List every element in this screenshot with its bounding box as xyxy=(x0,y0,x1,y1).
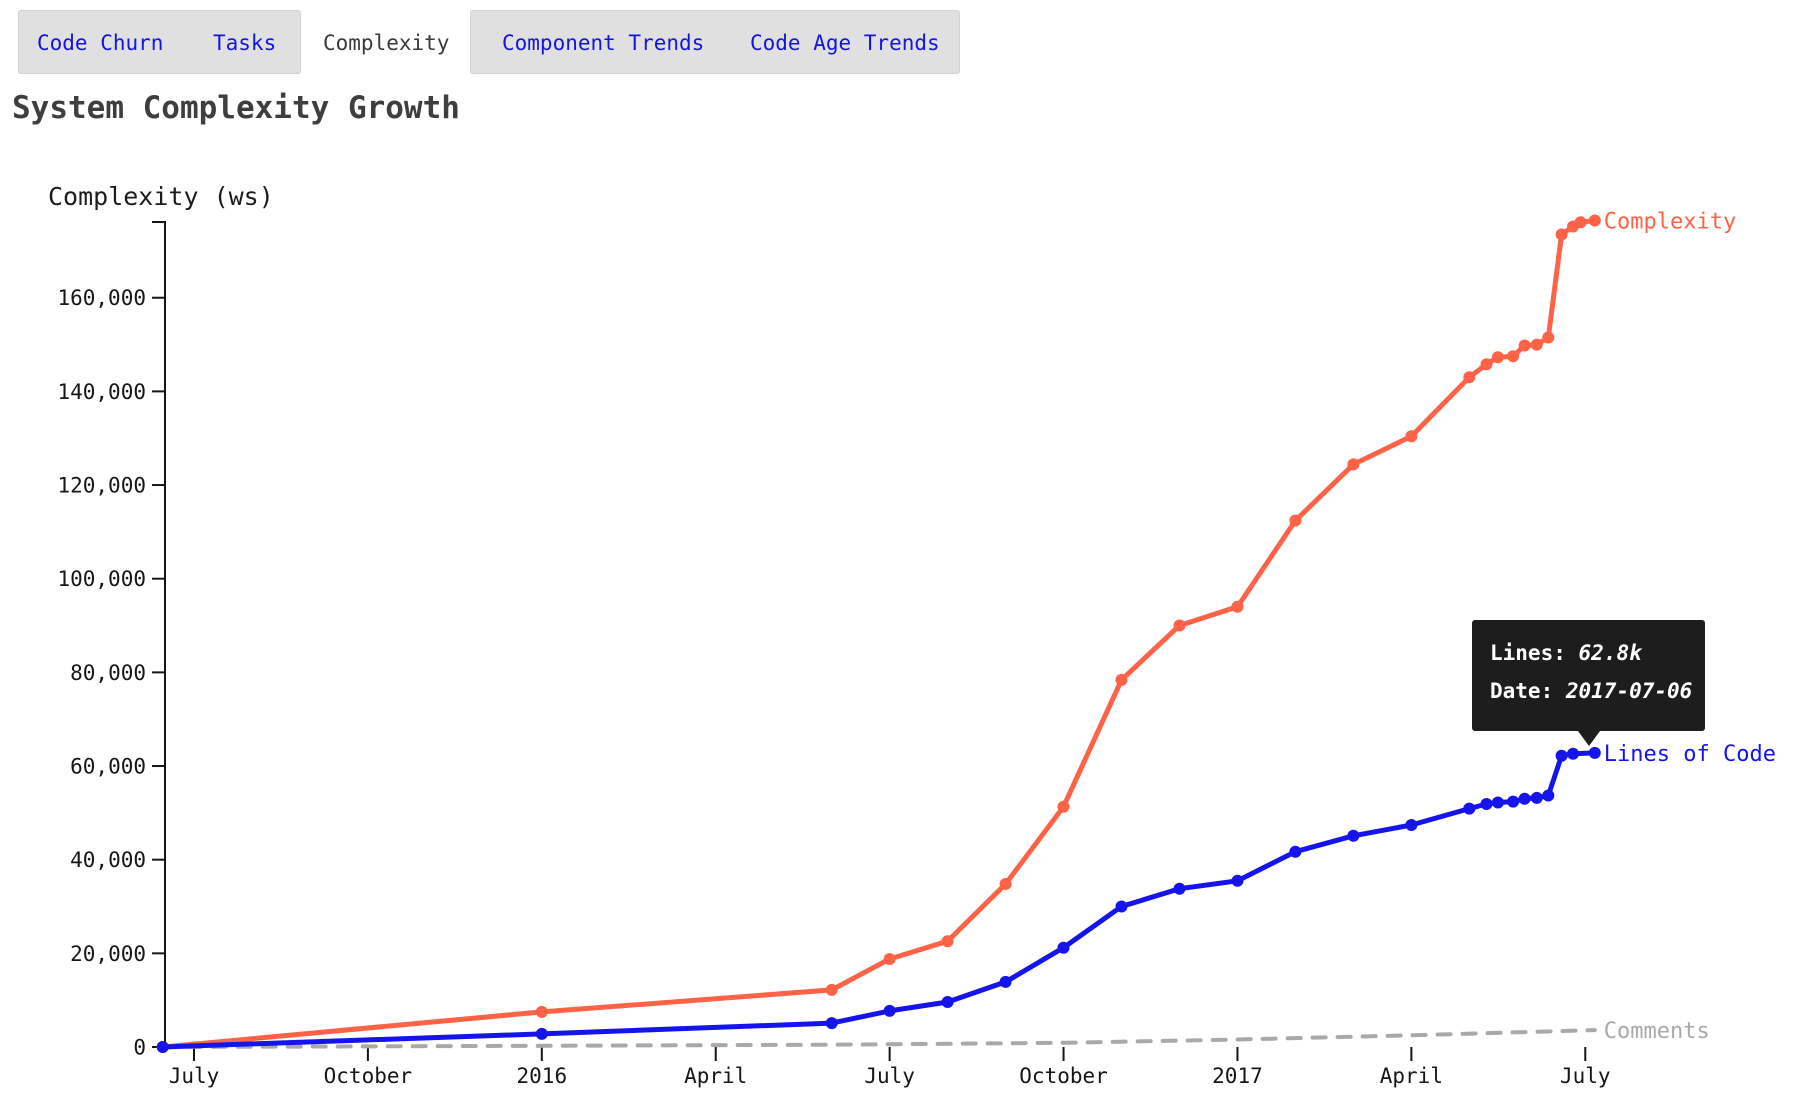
x-tick-label: July xyxy=(169,1064,220,1088)
tooltip-lines-row: Lines: 62.8k xyxy=(1490,641,1642,665)
series-label-complexity: Complexity xyxy=(1604,209,1736,234)
data-point-lines-of-code[interactable] xyxy=(1231,874,1244,887)
data-point-lines-of-code[interactable] xyxy=(1518,792,1531,805)
page-title: System Complexity Growth xyxy=(12,90,460,126)
data-point-lines-of-code[interactable] xyxy=(1491,796,1504,809)
data-point-lines-of-code[interactable] xyxy=(1480,798,1493,810)
data-point-complexity[interactable] xyxy=(1057,800,1070,813)
axes: 0 20,000 40,000 60,000 80,000 100,000 120,000 1… xyxy=(57,221,1611,1088)
tab-bar: Code Churn Tasks Complexity Component Tr… xyxy=(0,0,1814,80)
data-point-lines-of-code[interactable] xyxy=(1289,845,1302,858)
x-tick-label: April xyxy=(1380,1064,1443,1088)
y-tick-label: 100,000 xyxy=(57,567,146,591)
y-tick-label: 40,000 xyxy=(70,848,146,872)
data-point-complexity[interactable] xyxy=(1542,331,1555,344)
tab-component-trends[interactable]: Component Trends xyxy=(502,31,705,55)
data-point-complexity[interactable] xyxy=(1463,371,1476,384)
data-point-lines-of-code[interactable] xyxy=(941,996,954,1008)
series-labels: Comments Complexity Lines of Code xyxy=(1604,209,1776,1044)
data-point-lines-of-code[interactable] xyxy=(1567,747,1579,760)
series-line-complexity xyxy=(160,218,1598,1050)
tab-code-churn[interactable]: Code Churn xyxy=(37,31,164,55)
data-point-complexity[interactable] xyxy=(1173,619,1186,632)
data-point-lines-of-code[interactable] xyxy=(1405,819,1418,831)
data-point-complexity[interactable] xyxy=(1115,673,1128,686)
data-point-lines-of-code[interactable] xyxy=(1347,829,1360,842)
x-tick-label: October xyxy=(324,1064,413,1088)
series-lines xyxy=(156,214,1601,1053)
data-point-lines-of-code[interactable] xyxy=(1507,795,1520,808)
data-point-lines-of-code[interactable] xyxy=(1463,802,1476,815)
data-point-lines-of-code[interactable] xyxy=(156,1041,169,1053)
data-point-complexity[interactable] xyxy=(1507,350,1520,363)
y-tick-label: 120,000 xyxy=(57,474,146,498)
x-tick-label: 2017 xyxy=(1212,1064,1263,1088)
data-point-complexity[interactable] xyxy=(1555,228,1568,241)
y-axis-line xyxy=(152,221,166,1047)
tab-tasks[interactable]: Tasks xyxy=(213,31,277,55)
y-tick-label: 60,000 xyxy=(70,755,146,779)
data-point-complexity[interactable] xyxy=(1289,514,1302,527)
y-tick-label: 80,000 xyxy=(70,661,146,685)
data-point-lines-of-code[interactable] xyxy=(1173,882,1186,895)
data-point-complexity[interactable] xyxy=(883,953,896,965)
x-tick-label: July xyxy=(1560,1064,1611,1088)
tooltip: Lines: 62.8k Date: 2017-07-06 xyxy=(1472,620,1705,746)
series-line-comments xyxy=(160,1028,1597,1049)
data-point-complexity[interactable] xyxy=(1405,430,1418,443)
tab-complexity-active[interactable]: Complexity xyxy=(323,31,450,55)
data-point-complexity[interactable] xyxy=(1347,458,1360,471)
data-point-complexity[interactable] xyxy=(941,935,954,948)
data-point-lines-of-code[interactable] xyxy=(1542,789,1555,802)
data-point-lines-of-code[interactable] xyxy=(999,975,1012,988)
data-point-complexity[interactable] xyxy=(1588,214,1601,227)
x-tick-label: October xyxy=(1019,1064,1108,1088)
tab-code-age-trends[interactable]: Code Age Trends xyxy=(750,31,940,55)
data-point-complexity[interactable] xyxy=(535,1005,548,1018)
data-point-complexity[interactable] xyxy=(1574,216,1587,229)
tab-group-left xyxy=(18,10,301,74)
data-point-lines-of-code[interactable] xyxy=(825,1017,838,1030)
data-point-complexity[interactable] xyxy=(1491,351,1504,364)
x-tick-label: July xyxy=(864,1064,915,1088)
y-tick-label: 140,000 xyxy=(57,380,146,404)
y-tick-label: 20,000 xyxy=(70,942,146,966)
y-tick-label: 160,000 xyxy=(57,286,146,310)
data-point-lines-of-code[interactable] xyxy=(1588,746,1601,759)
data-point-lines-of-code[interactable] xyxy=(535,1027,548,1040)
data-point-lines-of-code[interactable] xyxy=(1115,900,1128,913)
data-point-lines-of-code[interactable] xyxy=(883,1004,896,1017)
data-point-complexity[interactable] xyxy=(1530,338,1543,351)
y-tick-label: 0 xyxy=(133,1036,146,1060)
series-label-comments: Comments xyxy=(1604,1019,1710,1044)
data-point-complexity[interactable] xyxy=(1480,358,1493,371)
series-line-lines-of-code xyxy=(160,750,1598,1050)
x-tick-label: 2016 xyxy=(517,1064,568,1088)
tooltip-date-row: Date: 2017-07-06 xyxy=(1490,679,1693,703)
y-axis-title: Complexity (ws) xyxy=(48,182,274,211)
data-point-lines-of-code[interactable] xyxy=(1057,941,1070,954)
data-point-complexity[interactable] xyxy=(825,983,838,996)
data-point-complexity[interactable] xyxy=(1231,600,1244,613)
data-point-lines-of-code[interactable] xyxy=(1530,791,1543,804)
data-point-complexity[interactable] xyxy=(1518,339,1531,352)
data-point-complexity[interactable] xyxy=(999,878,1012,890)
data-point-lines-of-code[interactable] xyxy=(1555,749,1568,762)
series-label-lines-of-code: Lines of Code xyxy=(1604,742,1776,767)
x-tick-label: April xyxy=(684,1064,747,1088)
tab-group-right xyxy=(470,10,960,74)
